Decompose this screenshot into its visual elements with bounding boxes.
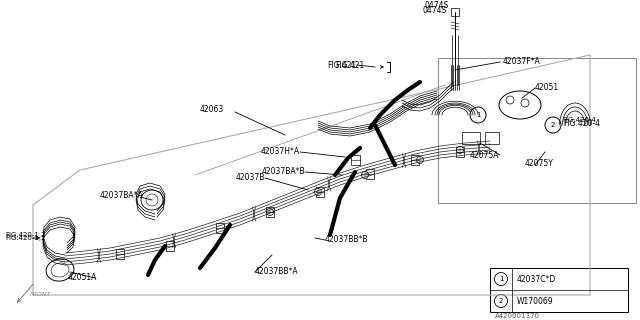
- Circle shape: [362, 172, 369, 179]
- Circle shape: [470, 107, 486, 123]
- Bar: [451, 8, 459, 16]
- Text: 42075Y: 42075Y: [525, 158, 554, 167]
- Bar: [456, 147, 464, 157]
- Bar: [166, 241, 174, 251]
- Ellipse shape: [141, 190, 163, 210]
- Text: 42037C*D: 42037C*D: [517, 275, 556, 284]
- Text: 42037B: 42037B: [236, 173, 265, 182]
- Circle shape: [495, 273, 508, 285]
- Text: 42037F*A: 42037F*A: [503, 58, 541, 67]
- Text: 42075A: 42075A: [470, 150, 499, 159]
- Text: 2: 2: [551, 122, 555, 128]
- Text: 42037H*A: 42037H*A: [261, 148, 300, 156]
- Text: 2: 2: [499, 298, 503, 304]
- Circle shape: [456, 147, 463, 154]
- Ellipse shape: [46, 259, 74, 281]
- Bar: [366, 169, 374, 179]
- Bar: [462, 132, 480, 144]
- Bar: [411, 155, 419, 165]
- Circle shape: [266, 209, 273, 215]
- Bar: [351, 155, 360, 165]
- Bar: [266, 207, 274, 217]
- Text: 0474S: 0474S: [425, 2, 449, 11]
- Circle shape: [495, 294, 508, 308]
- Bar: [490, 268, 628, 312]
- Circle shape: [545, 117, 561, 133]
- Text: 42051A: 42051A: [68, 274, 97, 283]
- Text: 42037BB*A: 42037BB*A: [255, 268, 299, 276]
- Ellipse shape: [51, 263, 69, 277]
- Text: FIG.421: FIG.421: [328, 60, 357, 69]
- Circle shape: [314, 188, 321, 196]
- Text: FIG.421: FIG.421: [336, 60, 365, 69]
- Bar: [116, 249, 124, 259]
- Text: 42051: 42051: [535, 84, 559, 92]
- Text: 42037BA*A: 42037BA*A: [100, 190, 144, 199]
- Text: FIG.420-4: FIG.420-4: [562, 117, 596, 123]
- Ellipse shape: [499, 91, 541, 119]
- Text: 42063: 42063: [200, 106, 224, 115]
- Bar: [438, 58, 636, 203]
- Text: A420001370: A420001370: [495, 313, 540, 319]
- Text: FIG.420-4: FIG.420-4: [563, 118, 600, 127]
- Text: FIG.420-1,2: FIG.420-1,2: [5, 232, 45, 238]
- Text: 42037BA*B: 42037BA*B: [261, 167, 305, 177]
- Ellipse shape: [146, 194, 158, 206]
- Bar: [216, 223, 224, 233]
- Circle shape: [521, 99, 529, 107]
- Text: 0474S: 0474S: [423, 6, 447, 15]
- Bar: [485, 132, 499, 144]
- Circle shape: [417, 156, 424, 164]
- Text: FIG.420-1,2: FIG.420-1,2: [5, 235, 45, 241]
- Text: 42037BB*B: 42037BB*B: [325, 236, 369, 244]
- Text: 1: 1: [499, 276, 503, 282]
- Text: FRONT: FRONT: [30, 292, 51, 298]
- Text: W170069: W170069: [517, 297, 554, 306]
- Bar: [316, 187, 324, 197]
- Circle shape: [506, 96, 514, 104]
- Text: 1: 1: [476, 112, 480, 118]
